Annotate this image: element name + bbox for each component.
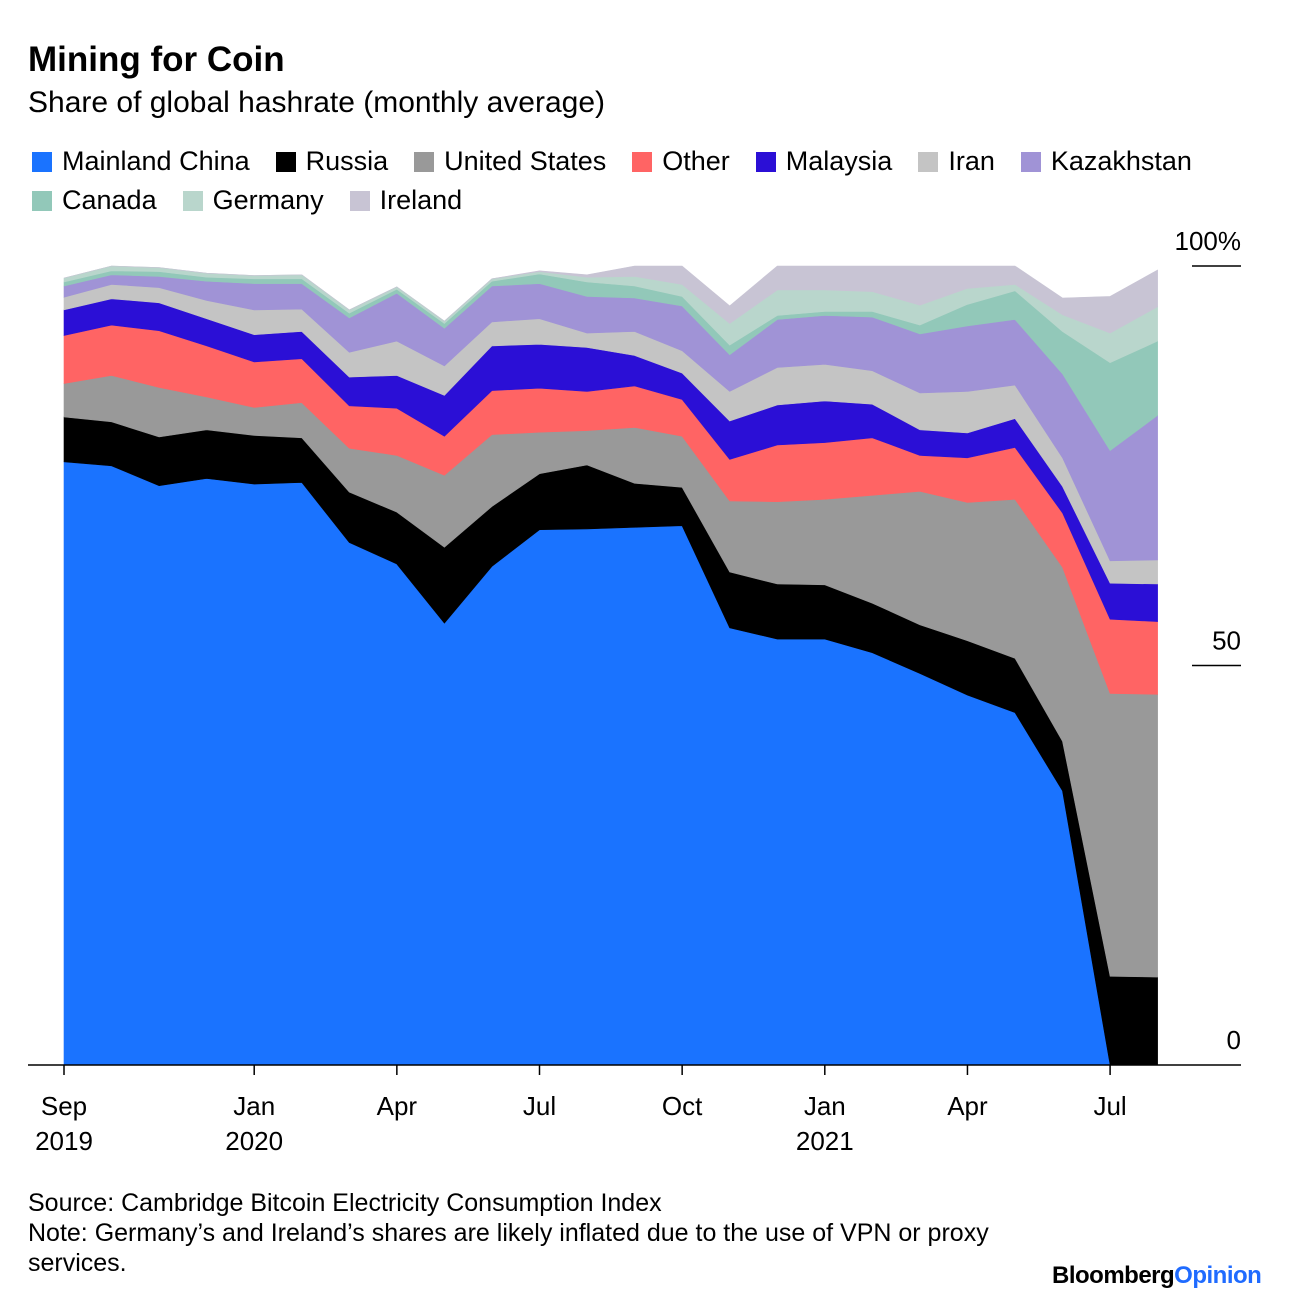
- logo-main: Bloomberg: [1052, 1262, 1175, 1289]
- legend-label: Germany: [212, 185, 324, 215]
- area-series-group: [63, 265, 1158, 1066]
- legend-swatch: [32, 151, 52, 172]
- legend-swatch: [755, 151, 776, 172]
- x-tick-label: Jan: [804, 1091, 846, 1121]
- legend-swatch: [275, 151, 296, 172]
- x-tick-year-label: 2020: [225, 1126, 283, 1156]
- legend-swatch: [918, 151, 939, 172]
- legend-label: Malaysia: [785, 146, 893, 176]
- x-tick-year-label: 2019: [35, 1126, 93, 1156]
- legend-swatch: [414, 151, 435, 172]
- legend: Mainland China Russia United States Other Ma…: [32, 146, 1272, 216]
- y-tick-label: 50: [1212, 626, 1241, 656]
- legend-item-canada: Canada: [32, 185, 157, 216]
- legend-item-kazakhstan: Kazakhstan: [1020, 146, 1192, 177]
- x-tick-label: Apr: [377, 1091, 418, 1121]
- y-tick-label: 0: [1227, 1025, 1241, 1055]
- legend-swatch: [32, 190, 52, 211]
- legend-item-ireland: Ireland: [349, 185, 463, 216]
- x-tick-label: Jul: [523, 1091, 556, 1121]
- legend-label: Kazakhstan: [1050, 146, 1192, 176]
- legend-item-malaysia: Malaysia: [755, 146, 893, 177]
- chart-subtitle: Share of global hashrate (monthly averag…: [28, 86, 606, 119]
- source-text: Source: Cambridge Bitcoin Electricity Co…: [28, 1189, 662, 1217]
- legend-label: Mainland China: [62, 146, 250, 176]
- x-tick-label: Jul: [1093, 1091, 1126, 1121]
- source-notes: Source: Cambridge Bitcoin Electricity Co…: [28, 1188, 1018, 1278]
- legend-swatch: [349, 190, 370, 211]
- legend-swatch: [182, 190, 203, 211]
- note-text: Note: Germany’s and Ireland’s shares are…: [28, 1219, 989, 1277]
- y-tick-label: 100%: [1175, 226, 1242, 256]
- x-tick-label: Apr: [947, 1091, 988, 1121]
- x-tick-label: Jan: [233, 1091, 275, 1121]
- legend-item-mainland-china: Mainland China: [32, 146, 250, 177]
- legend-label: United States: [444, 146, 607, 176]
- legend-label: Ireland: [379, 185, 463, 215]
- legend-item-united-states: United States: [414, 146, 606, 177]
- x-tick-label: Oct: [662, 1091, 703, 1121]
- bloomberg-opinion-logo: BloombergOpinion: [1052, 1262, 1262, 1290]
- legend-label: Other: [662, 146, 730, 176]
- legend-item-other: Other: [632, 146, 730, 177]
- area-ireland: [63, 265, 1158, 334]
- legend-swatch: [632, 151, 653, 172]
- x-tick-year-label: 2021: [796, 1126, 854, 1156]
- chart-title: Mining for Coin: [28, 40, 285, 79]
- legend-label: Russia: [305, 146, 389, 176]
- legend-item-iran: Iran: [918, 146, 995, 177]
- legend-item-russia: Russia: [275, 146, 389, 177]
- legend-label: Iran: [948, 146, 995, 176]
- logo-sub: Opinion: [1174, 1262, 1262, 1289]
- legend-swatch: [1020, 151, 1041, 172]
- legend-label: Canada: [62, 185, 157, 215]
- legend-item-germany: Germany: [182, 185, 324, 216]
- x-tick-label: Sep: [41, 1091, 87, 1121]
